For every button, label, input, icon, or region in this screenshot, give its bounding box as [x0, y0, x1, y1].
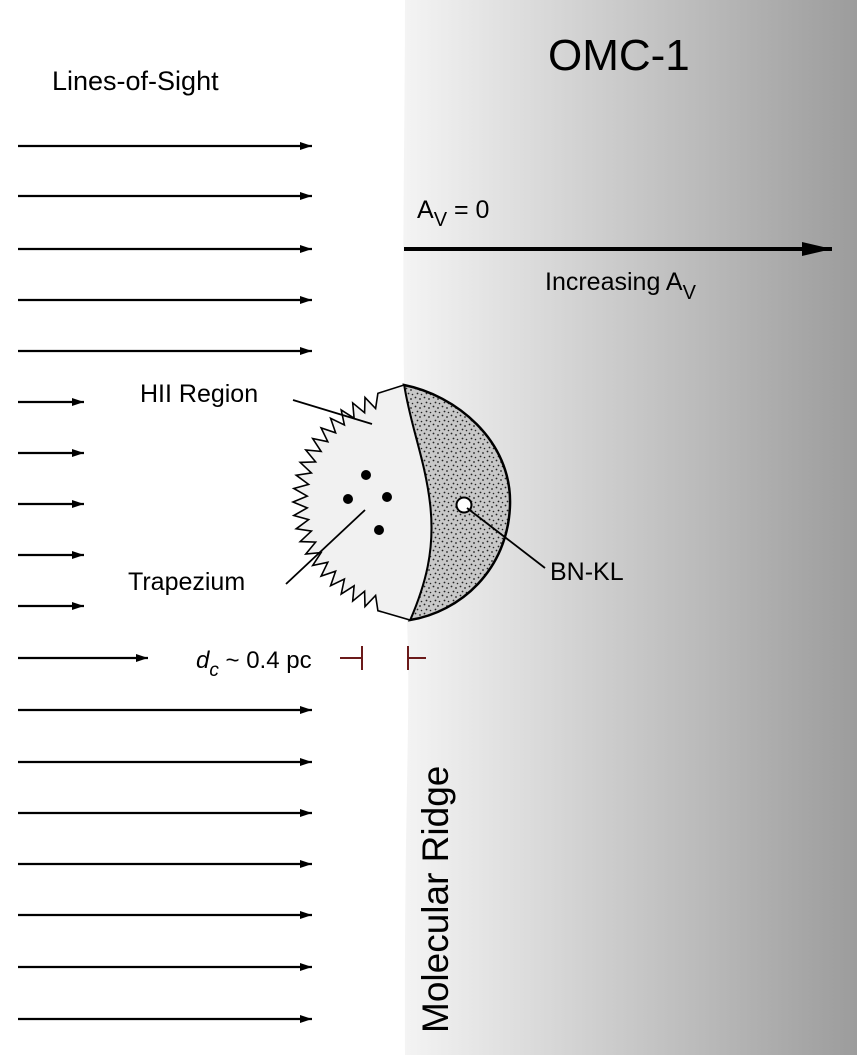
bn-kl-leader-line	[466, 507, 546, 569]
dc-distance-label: dc ~ 0.4 pc	[196, 647, 312, 681]
av-zero-label: AV = 0	[417, 196, 489, 231]
trapezium-star	[361, 470, 371, 480]
trapezium-star	[382, 492, 392, 502]
dc-value: ~ 0.4 pc	[219, 647, 312, 674]
molecular-ridge-label: Molecular Ridge	[415, 766, 456, 1033]
hii-region-label: HII Region	[140, 380, 258, 408]
dc-symbol: d	[196, 647, 210, 674]
bn-kl-label: BN-KL	[550, 558, 624, 586]
dc-subscript: c	[209, 660, 219, 681]
increasing-av-text: Increasing A	[545, 268, 683, 296]
lines-of-sight-label: Lines-of-Sight	[52, 66, 219, 96]
trapezium-star	[343, 494, 353, 504]
trapezium-star	[374, 525, 384, 535]
lines-of-sight-arrows	[18, 142, 312, 1023]
trapezium-leader-line	[285, 509, 366, 585]
trapezium-stars	[343, 470, 392, 535]
title-omc1: OMC-1	[548, 31, 690, 80]
increasing-av-label: Increasing AV	[545, 268, 697, 304]
molecular-cloud	[403, 0, 857, 1055]
trapezium-label: Trapezium	[128, 568, 245, 596]
hii-leader-line	[292, 399, 373, 425]
increasing-av-subscript: V	[683, 282, 697, 304]
hii-region	[290, 383, 433, 621]
distance-ticks	[340, 646, 426, 670]
av-symbol: A	[417, 196, 434, 224]
av-equals-zero: = 0	[447, 196, 489, 224]
av-subscript: V	[434, 209, 448, 231]
